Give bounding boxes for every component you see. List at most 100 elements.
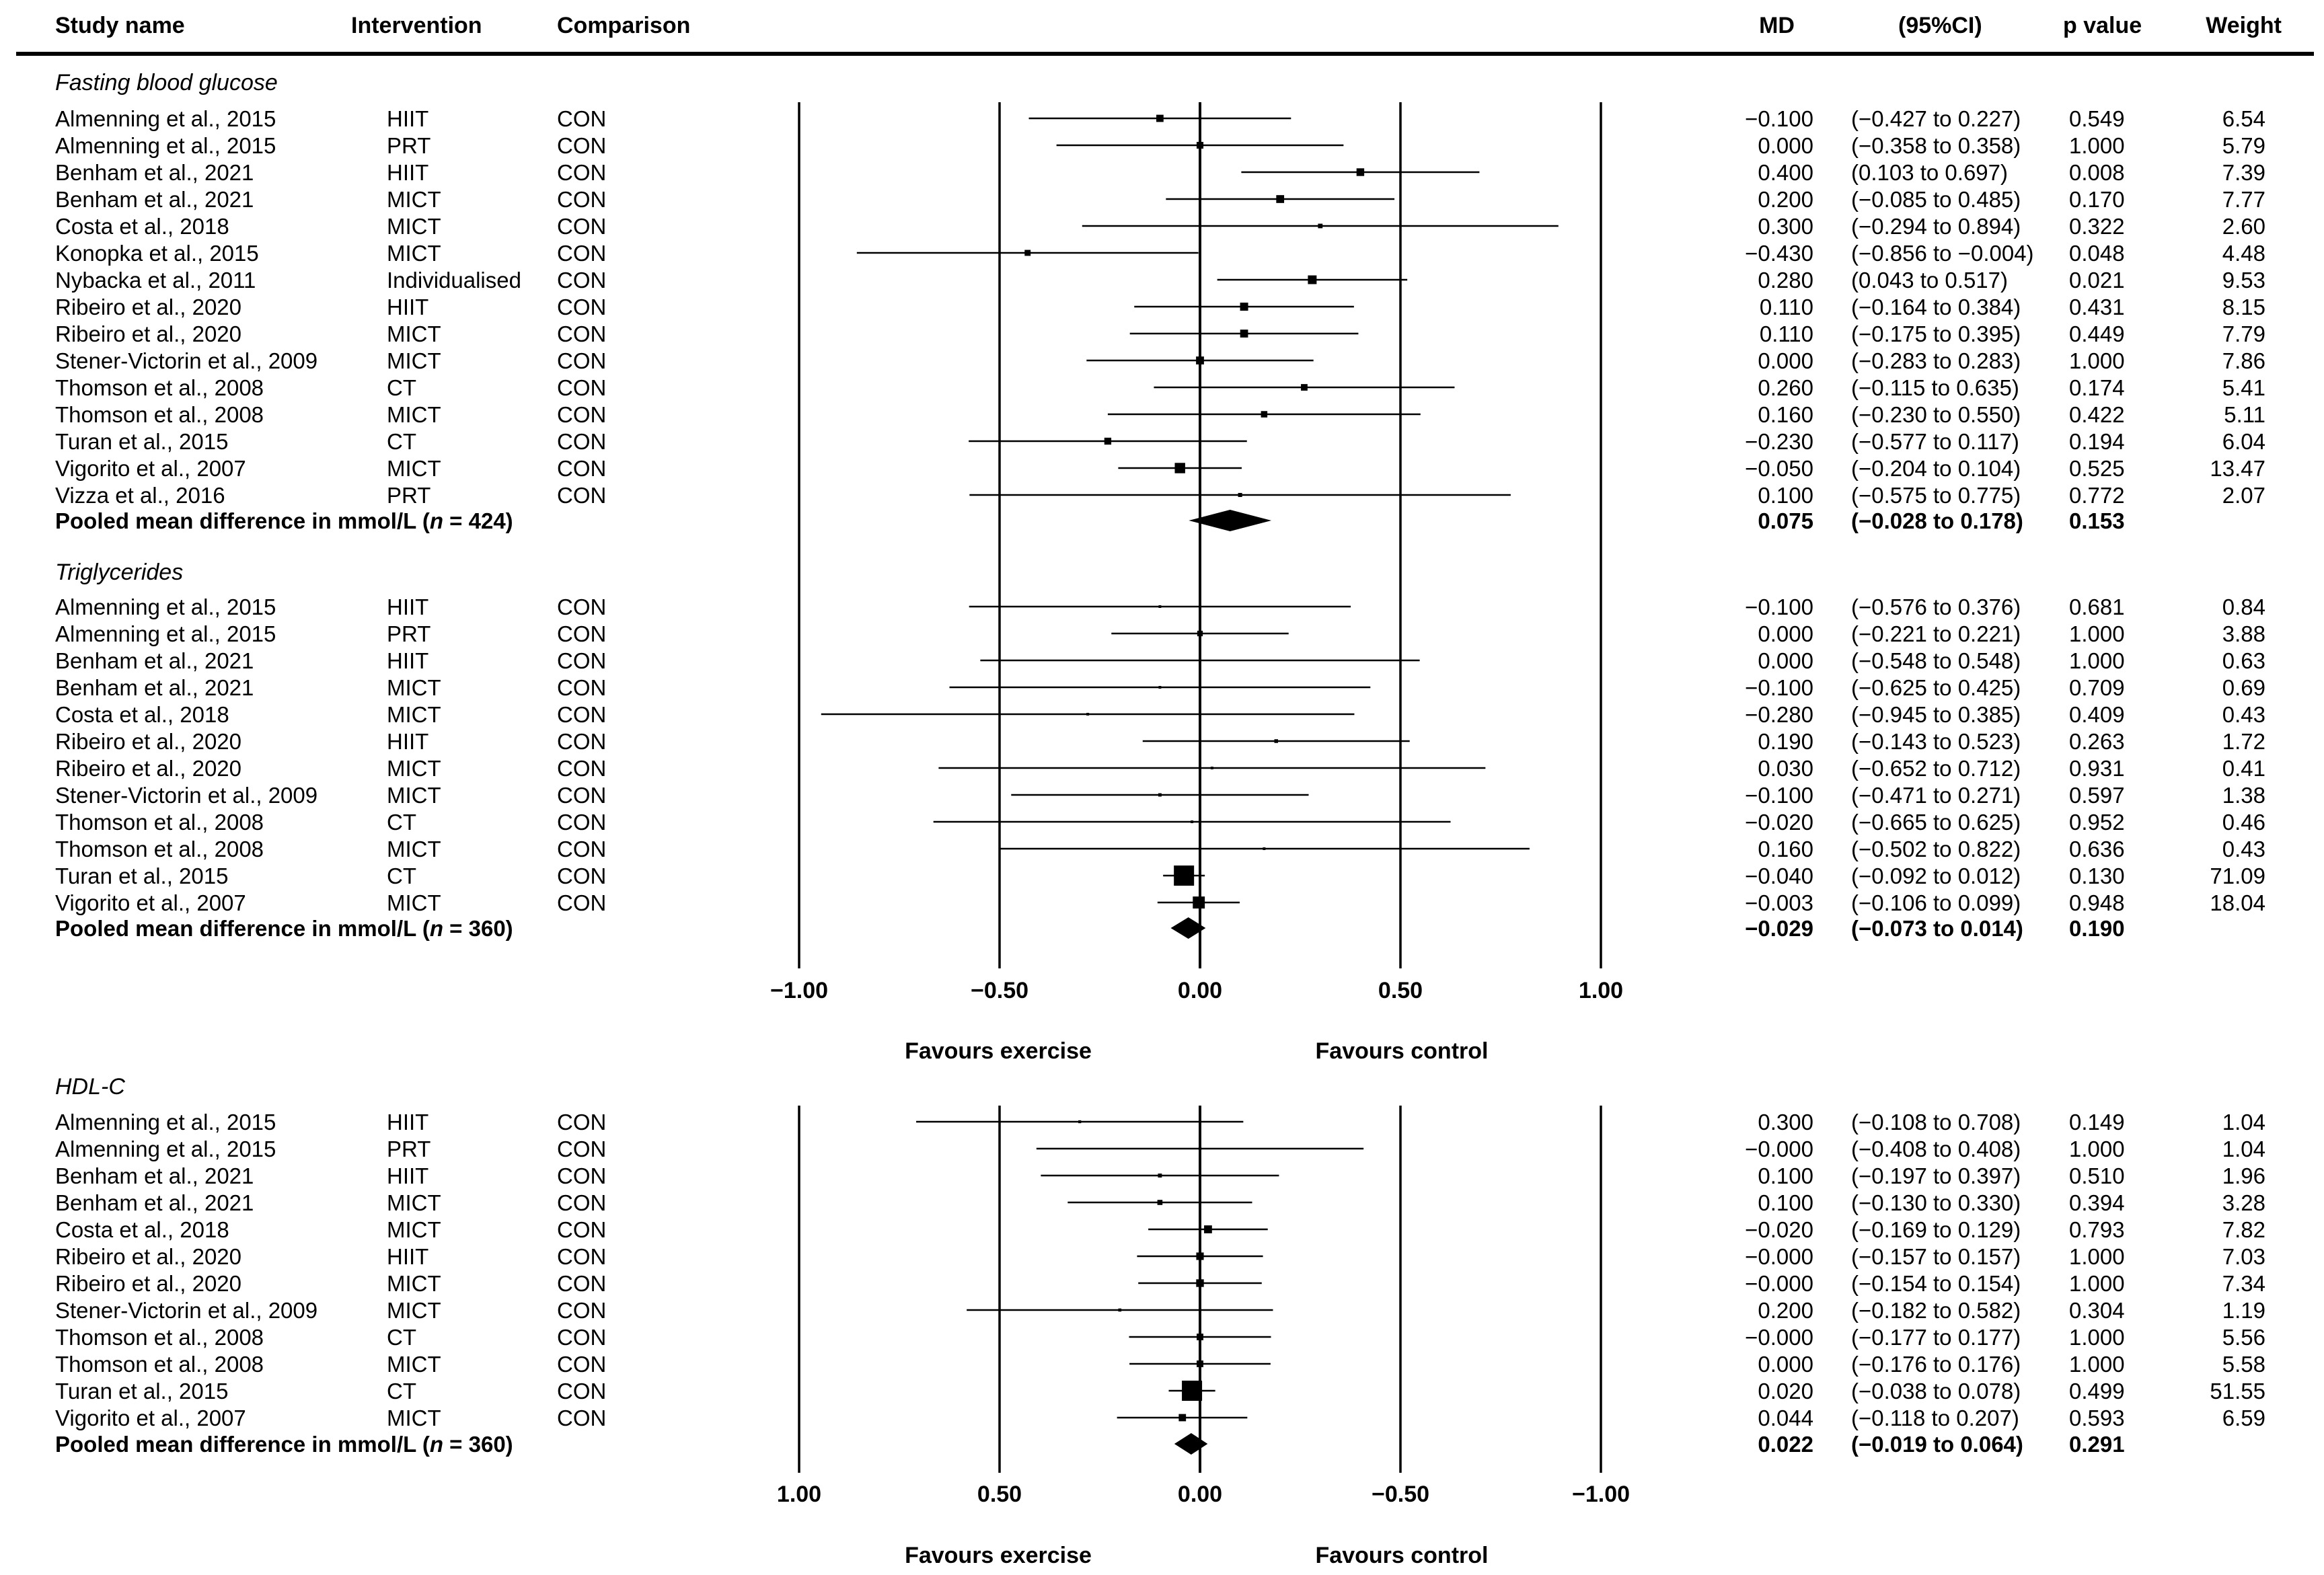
plot-layer: Fasting blood glucose −1.00 −0.50 0.00 0.50 1… <box>55 70 2265 1568</box>
axis-tick-label: 0.50 <box>1378 978 1423 1003</box>
effect-square <box>1199 659 1201 662</box>
intervention: MICT <box>387 456 441 481</box>
comparison: CON <box>557 1325 606 1350</box>
comparison: CON <box>557 160 606 185</box>
comparison: CON <box>557 241 606 266</box>
weight-value: 71.09 <box>2210 863 2265 888</box>
effect-square <box>1197 1334 1203 1340</box>
ci-value: (−0.154 to 0.154) <box>1851 1271 2021 1296</box>
pooled-label-count: = 424) <box>443 508 513 533</box>
effect-square <box>1197 1360 1203 1367</box>
ci-value: (−0.038 to 0.078) <box>1851 1379 2021 1404</box>
study-name: Stener-Victorin et al., 2009 <box>55 1298 317 1323</box>
effect-square <box>1182 1381 1203 1401</box>
effect-square <box>1078 1120 1082 1124</box>
weight-value: 7.39 <box>2222 160 2265 185</box>
pooled-ci-value: (−0.028 to 0.178) <box>1851 508 2023 533</box>
md-value: 0.000 <box>1758 1352 1813 1377</box>
study-name: Konopka et al., 2015 <box>55 241 259 266</box>
study-name: Ribeiro et al., 2020 <box>55 1271 241 1296</box>
weight-value: 1.04 <box>2222 1110 2265 1135</box>
md-value: 0.000 <box>1758 133 1813 158</box>
pooled-diamond <box>1170 917 1206 939</box>
comparison: CON <box>557 1217 606 1242</box>
study-name: Costa et al., 2018 <box>55 702 229 727</box>
weight-value: 0.63 <box>2222 648 2265 673</box>
comparison: CON <box>557 268 606 293</box>
comparison: CON <box>557 1379 606 1404</box>
comparison: CON <box>557 810 606 835</box>
intervention: HIIT <box>387 106 428 131</box>
md-value: −0.230 <box>1745 429 1813 454</box>
pooled-label: Pooled mean difference in mmol/L (n = 42… <box>55 508 513 533</box>
intervention: PRT <box>387 483 430 508</box>
header-weight: Weight <box>2206 13 2282 38</box>
md-value: 0.030 <box>1758 756 1813 781</box>
pooled-label-n: n <box>430 1432 443 1457</box>
intervention: MICT <box>387 702 441 727</box>
intervention: MICT <box>387 187 441 212</box>
study-name: Thomson et al., 2008 <box>55 375 264 400</box>
weight-value: 51.55 <box>2210 1379 2265 1404</box>
section-title: Triglycerides <box>55 560 183 585</box>
weight-value: 7.82 <box>2222 1217 2265 1242</box>
pooled-ci-value: (−0.019 to 0.064) <box>1851 1432 2023 1457</box>
study-name: Costa et al., 2018 <box>55 214 229 239</box>
intervention: MICT <box>387 783 441 808</box>
md-value: −0.100 <box>1745 783 1813 808</box>
p-value: 0.304 <box>2069 1298 2125 1323</box>
axis-tick-label: −0.50 <box>971 978 1028 1003</box>
intervention: MICT <box>387 1298 441 1323</box>
intervention: MICT <box>387 675 441 700</box>
axis-tick-label: −1.00 <box>770 978 828 1003</box>
effect-square <box>1104 437 1112 445</box>
study-name: Thomson et al., 2008 <box>55 837 264 861</box>
intervention: HIIT <box>387 648 428 673</box>
md-value: 0.000 <box>1758 621 1813 646</box>
effect-square <box>1198 1147 1202 1151</box>
ci-value: (−0.130 to 0.330) <box>1851 1190 2021 1215</box>
effect-square <box>1196 356 1204 364</box>
study-name: Vigorito et al., 2007 <box>55 1406 246 1430</box>
study-name: Almenning et al., 2015 <box>55 594 276 619</box>
p-value: 0.931 <box>2069 756 2125 781</box>
ci-value: (−0.945 to 0.385) <box>1851 702 2021 727</box>
ci-value: (−0.575 to 0.775) <box>1851 483 2021 508</box>
p-value: 0.263 <box>2069 729 2125 754</box>
comparison: CON <box>557 1137 606 1161</box>
comparison: CON <box>557 321 606 346</box>
comparison: CON <box>557 1271 606 1296</box>
effect-square <box>1263 847 1266 850</box>
comparison: CON <box>557 348 606 373</box>
pooled-p-value: 0.291 <box>2069 1432 2125 1457</box>
effect-square <box>1261 411 1268 418</box>
study-name: Thomson et al., 2008 <box>55 810 264 835</box>
comparison: CON <box>557 756 606 781</box>
weight-value: 0.43 <box>2222 837 2265 861</box>
ci-value: (−0.108 to 0.708) <box>1851 1110 2021 1135</box>
weight-value: 1.19 <box>2222 1298 2265 1323</box>
ci-value: (−0.204 to 0.104) <box>1851 456 2021 481</box>
comparison: CON <box>557 837 606 861</box>
axis-tick-label: 1.00 <box>1579 978 1623 1003</box>
study-name: Turan et al., 2015 <box>55 429 228 454</box>
md-value: −0.100 <box>1745 106 1813 131</box>
intervention: HIIT <box>387 1163 428 1188</box>
intervention: MICT <box>387 756 441 781</box>
comparison: CON <box>557 402 606 427</box>
comparison: CON <box>557 429 606 454</box>
comparison: CON <box>557 1110 606 1135</box>
weight-value: 5.41 <box>2222 375 2265 400</box>
study-name: Vigorito et al., 2007 <box>55 456 246 481</box>
comparison: CON <box>557 1244 606 1269</box>
comparison: CON <box>557 483 606 508</box>
md-value: 0.160 <box>1758 402 1813 427</box>
effect-square <box>1276 195 1285 203</box>
header-study-name: Study name <box>55 13 185 38</box>
intervention: HIIT <box>387 1110 428 1135</box>
section-title: HDL-C <box>55 1074 125 1100</box>
weight-value: 3.28 <box>2222 1190 2265 1215</box>
intervention: MICT <box>387 837 441 861</box>
comparison: CON <box>557 375 606 400</box>
effect-square <box>1204 1225 1212 1233</box>
